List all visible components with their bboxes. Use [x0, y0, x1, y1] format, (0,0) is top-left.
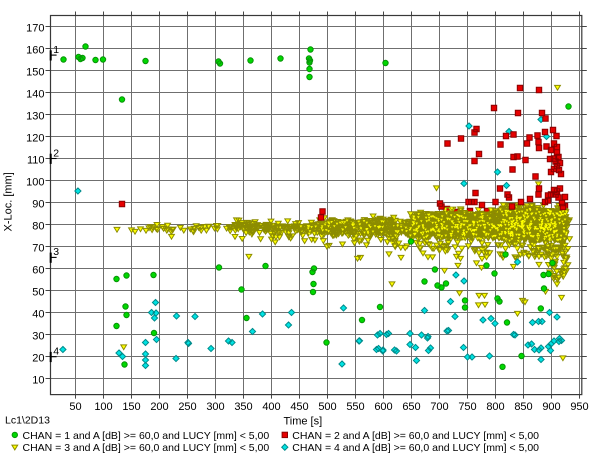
svg-text:3: 3	[53, 246, 59, 258]
svg-text:CHAN = 1 and A [dB] >= 60,0 an: CHAN = 1 and A [dB] >= 60,0 and LUCY [mm…	[23, 430, 270, 442]
svg-text:50: 50	[32, 287, 44, 299]
svg-text:170: 170	[26, 23, 44, 35]
svg-text:450: 450	[290, 401, 308, 413]
svg-text:30: 30	[32, 331, 44, 343]
svg-text:800: 800	[486, 401, 504, 413]
svg-text:200: 200	[150, 401, 168, 413]
svg-text:750: 750	[458, 401, 476, 413]
svg-text:350: 350	[234, 401, 252, 413]
svg-text:CHAN = 4 and A [dB] >= 60,0 an: CHAN = 4 and A [dB] >= 60,0 and LUCY [mm…	[292, 442, 539, 453]
svg-text:950: 950	[570, 401, 588, 413]
svg-text:250: 250	[178, 401, 196, 413]
svg-text:500: 500	[318, 401, 336, 413]
svg-text:60: 60	[32, 265, 44, 277]
svg-text:130: 130	[26, 111, 44, 123]
svg-text:70: 70	[32, 243, 44, 255]
svg-text:1: 1	[53, 44, 59, 56]
svg-text:700: 700	[430, 401, 448, 413]
svg-text:CHAN = 2 and A [dB] >= 60,0 an: CHAN = 2 and A [dB] >= 60,0 and LUCY [mm…	[292, 430, 539, 442]
svg-text:400: 400	[262, 401, 280, 413]
svg-text:2: 2	[53, 147, 59, 159]
svg-text:CHAN = 3 and A [dB] >= 60,0 an: CHAN = 3 and A [dB] >= 60,0 and LUCY [mm…	[23, 442, 270, 453]
svg-text:20: 20	[32, 353, 44, 365]
svg-text:10: 10	[32, 375, 44, 387]
svg-text:600: 600	[374, 401, 392, 413]
svg-text:550: 550	[346, 401, 364, 413]
svg-text:120: 120	[26, 133, 44, 145]
svg-text:80: 80	[32, 221, 44, 233]
svg-text:650: 650	[402, 401, 420, 413]
svg-text:X-Loc. [mm]: X-Loc. [mm]	[3, 172, 15, 231]
svg-text:4: 4	[53, 346, 59, 358]
svg-text:110: 110	[27, 155, 45, 167]
svg-text:100: 100	[26, 177, 44, 189]
svg-text:140: 140	[26, 89, 44, 101]
svg-text:300: 300	[206, 401, 224, 413]
svg-text:Time [s]: Time [s]	[283, 416, 322, 428]
svg-text:90: 90	[32, 199, 44, 211]
svg-text:50: 50	[69, 401, 81, 413]
svg-text:Lc1\2D13: Lc1\2D13	[5, 415, 50, 427]
svg-text:40: 40	[32, 309, 44, 321]
svg-text:900: 900	[542, 401, 560, 413]
svg-text:100: 100	[94, 401, 112, 413]
svg-text:150: 150	[26, 67, 44, 79]
svg-text:150: 150	[122, 401, 140, 413]
svg-text:850: 850	[514, 401, 532, 413]
svg-text:160: 160	[26, 45, 44, 57]
